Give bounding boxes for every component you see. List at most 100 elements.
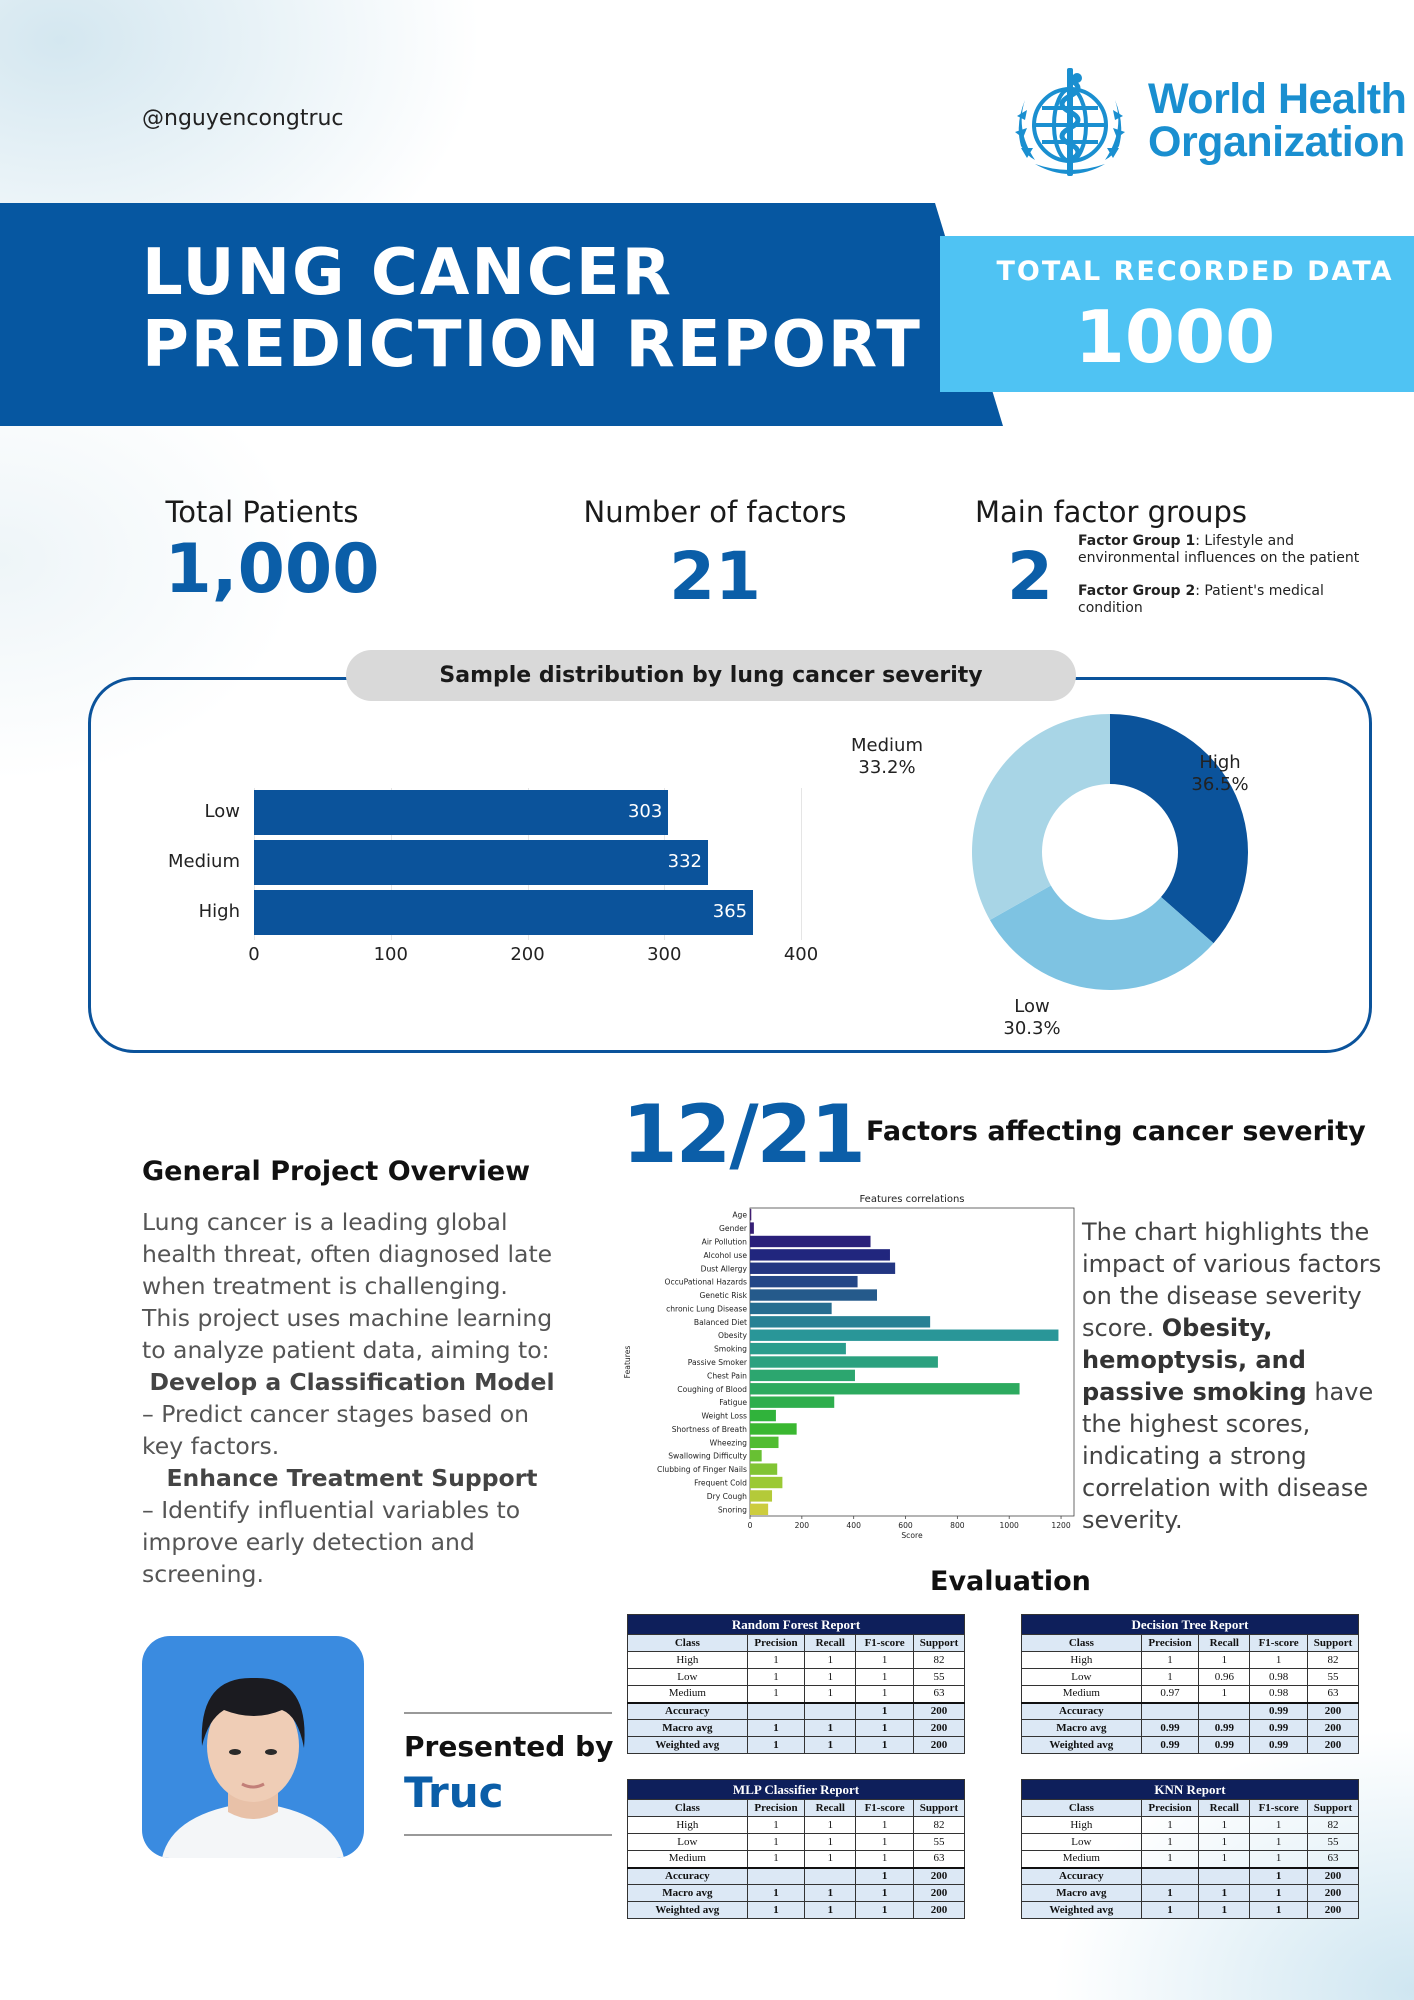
table-cell: 0.99 — [1249, 1736, 1308, 1754]
table-cell: 1 — [1140, 1816, 1200, 1834]
report-column-header: Precision — [746, 1799, 806, 1817]
feature-label: Age — [732, 1211, 747, 1220]
overview-intro: Lung cancer is a leading global health t… — [142, 1208, 553, 1364]
table-cell: Macro avg — [1021, 1884, 1142, 1902]
table-cell: 1 — [855, 1685, 914, 1703]
table-cell: 1 — [1249, 1816, 1308, 1834]
table-cell: Macro avg — [627, 1719, 748, 1737]
table-cell: 1 — [746, 1736, 806, 1754]
who-name-line2: Organization — [1148, 118, 1405, 166]
factor-group-2-desc: : Patient's medical condition — [1078, 583, 1324, 616]
table-cell: 1 — [1198, 1884, 1251, 1902]
feature-bar — [750, 1342, 846, 1355]
table-cell: 0.98 — [1249, 1668, 1308, 1686]
table-cell: 63 — [1306, 1850, 1360, 1868]
author-handle: @nguyencongtruc — [142, 106, 344, 131]
bar-category-label: Low — [204, 801, 240, 822]
table-row: Accuracy 1 200 — [627, 1701, 966, 1720]
overview-goal2-title: Enhance Treatment Support — [166, 1464, 538, 1492]
feature-bar — [750, 1383, 1020, 1395]
table-cell: 0.99 — [1198, 1719, 1251, 1737]
table-row: Medium 1 1 1 63 — [627, 1850, 966, 1868]
feature-bar — [750, 1409, 776, 1422]
table-cell: 1 — [1140, 1850, 1200, 1868]
table-cell: 1 — [804, 1651, 857, 1669]
table-row: Weighted avg 0.99 0.99 0.99 200 — [1021, 1736, 1360, 1754]
number-of-factors-value: 21 — [669, 538, 761, 615]
table-row: Medium 1 1 1 63 — [1021, 1850, 1360, 1868]
table-cell — [1140, 1701, 1200, 1720]
table-cell: Weighted avg — [1021, 1736, 1142, 1754]
total-data-box — [940, 236, 1414, 392]
donut-slice-name: Medium — [851, 735, 923, 756]
table-cell: 200 — [1306, 1884, 1360, 1902]
table-cell: 1 — [855, 1884, 914, 1902]
feature-bar — [750, 1450, 762, 1462]
donut-slice-high — [1110, 714, 1248, 944]
number-of-factors-label: Number of factors — [583, 495, 847, 529]
table-cell: 0.99 — [1140, 1736, 1200, 1754]
report-column-header: Support — [1306, 1799, 1360, 1817]
bar-category-label: High — [198, 901, 240, 922]
bar-x-tick: 0 — [248, 944, 260, 965]
feature-label: Gender — [719, 1224, 748, 1233]
feature-x-tick: 600 — [898, 1521, 913, 1530]
table-cell: 1 — [746, 1850, 806, 1868]
table-cell: 1 — [1140, 1901, 1200, 1919]
table-row: Low 1 1 1 55 — [627, 1833, 966, 1851]
donut-slice-medium — [972, 714, 1110, 920]
table-cell: High — [1021, 1651, 1142, 1669]
table-cell — [746, 1701, 806, 1720]
bar-low — [254, 790, 669, 835]
table-cell: 1 — [746, 1651, 806, 1669]
feature-label: Obesity — [718, 1331, 748, 1340]
table-cell: 1 — [746, 1884, 806, 1902]
feature-label: Genetic Risk — [700, 1291, 748, 1300]
bar-medium — [254, 840, 708, 885]
table-cell: 1 — [855, 1866, 914, 1885]
distribution-title: Sample distribution by lung cancer sever… — [346, 650, 1076, 701]
table-row: Macro avg 0.99 0.99 0.99 200 — [1021, 1719, 1360, 1737]
table-cell: Weighted avg — [627, 1901, 748, 1919]
report-title-line1: LUNG CANCER — [142, 236, 673, 310]
report-column-header: Precision — [746, 1634, 806, 1652]
feature-label: Dry Cough — [707, 1492, 747, 1501]
bar-x-tick: 400 — [783, 944, 819, 965]
feature-label: Dust Allergy — [701, 1264, 748, 1273]
report-table-knn-report: KNN Report Class Precision Recall F1-score Su… — [1021, 1779, 1360, 1919]
table-cell: Low — [627, 1833, 748, 1851]
presenter-divider-bottom — [404, 1834, 612, 1836]
table-cell: Low — [627, 1668, 748, 1686]
total-data-value: 1000 — [1074, 295, 1276, 379]
feature-label: chronic Lung Disease — [666, 1304, 747, 1313]
table-cell: 1 — [804, 1668, 857, 1686]
feature-bar — [750, 1490, 773, 1502]
table-cell: High — [627, 1651, 748, 1669]
table-cell: Low — [1021, 1833, 1142, 1851]
bar-x-tick: 100 — [373, 944, 408, 965]
table-cell: 1 — [855, 1719, 914, 1737]
feature-bar — [750, 1396, 835, 1408]
report-column-header: Support — [912, 1634, 966, 1652]
table-row: Weighted avg 1 1 1 200 — [627, 1901, 966, 1919]
report-column-header: F1-score — [855, 1634, 914, 1652]
report-column-header: Support — [912, 1799, 966, 1817]
table-cell: 1 — [1140, 1651, 1200, 1669]
presenter-name: Truc — [404, 1768, 504, 1817]
table-cell — [1198, 1866, 1251, 1885]
table-cell: Accuracy — [1021, 1701, 1142, 1720]
table-cell: 1 — [855, 1651, 914, 1669]
table-cell: 1 — [804, 1685, 857, 1703]
table-cell: 1 — [746, 1833, 806, 1851]
table-cell: Macro avg — [627, 1884, 748, 1902]
table-cell: Medium — [1021, 1685, 1142, 1703]
factor-group-2: Factor Group 2: Patient's medical condit… — [1078, 583, 1378, 617]
feature-label: Weight Loss — [701, 1412, 747, 1421]
bar-category-label: Medium — [168, 851, 240, 872]
feature-label: Balanced Diet — [694, 1318, 747, 1327]
table-cell: 0.96 — [1198, 1668, 1251, 1686]
report-column-header: Precision — [1140, 1799, 1200, 1817]
donut-slice-percent: 30.3% — [1003, 1018, 1061, 1039]
table-cell: 0.99 — [1249, 1701, 1308, 1720]
feature-label: Shortness of Breath — [672, 1425, 747, 1434]
